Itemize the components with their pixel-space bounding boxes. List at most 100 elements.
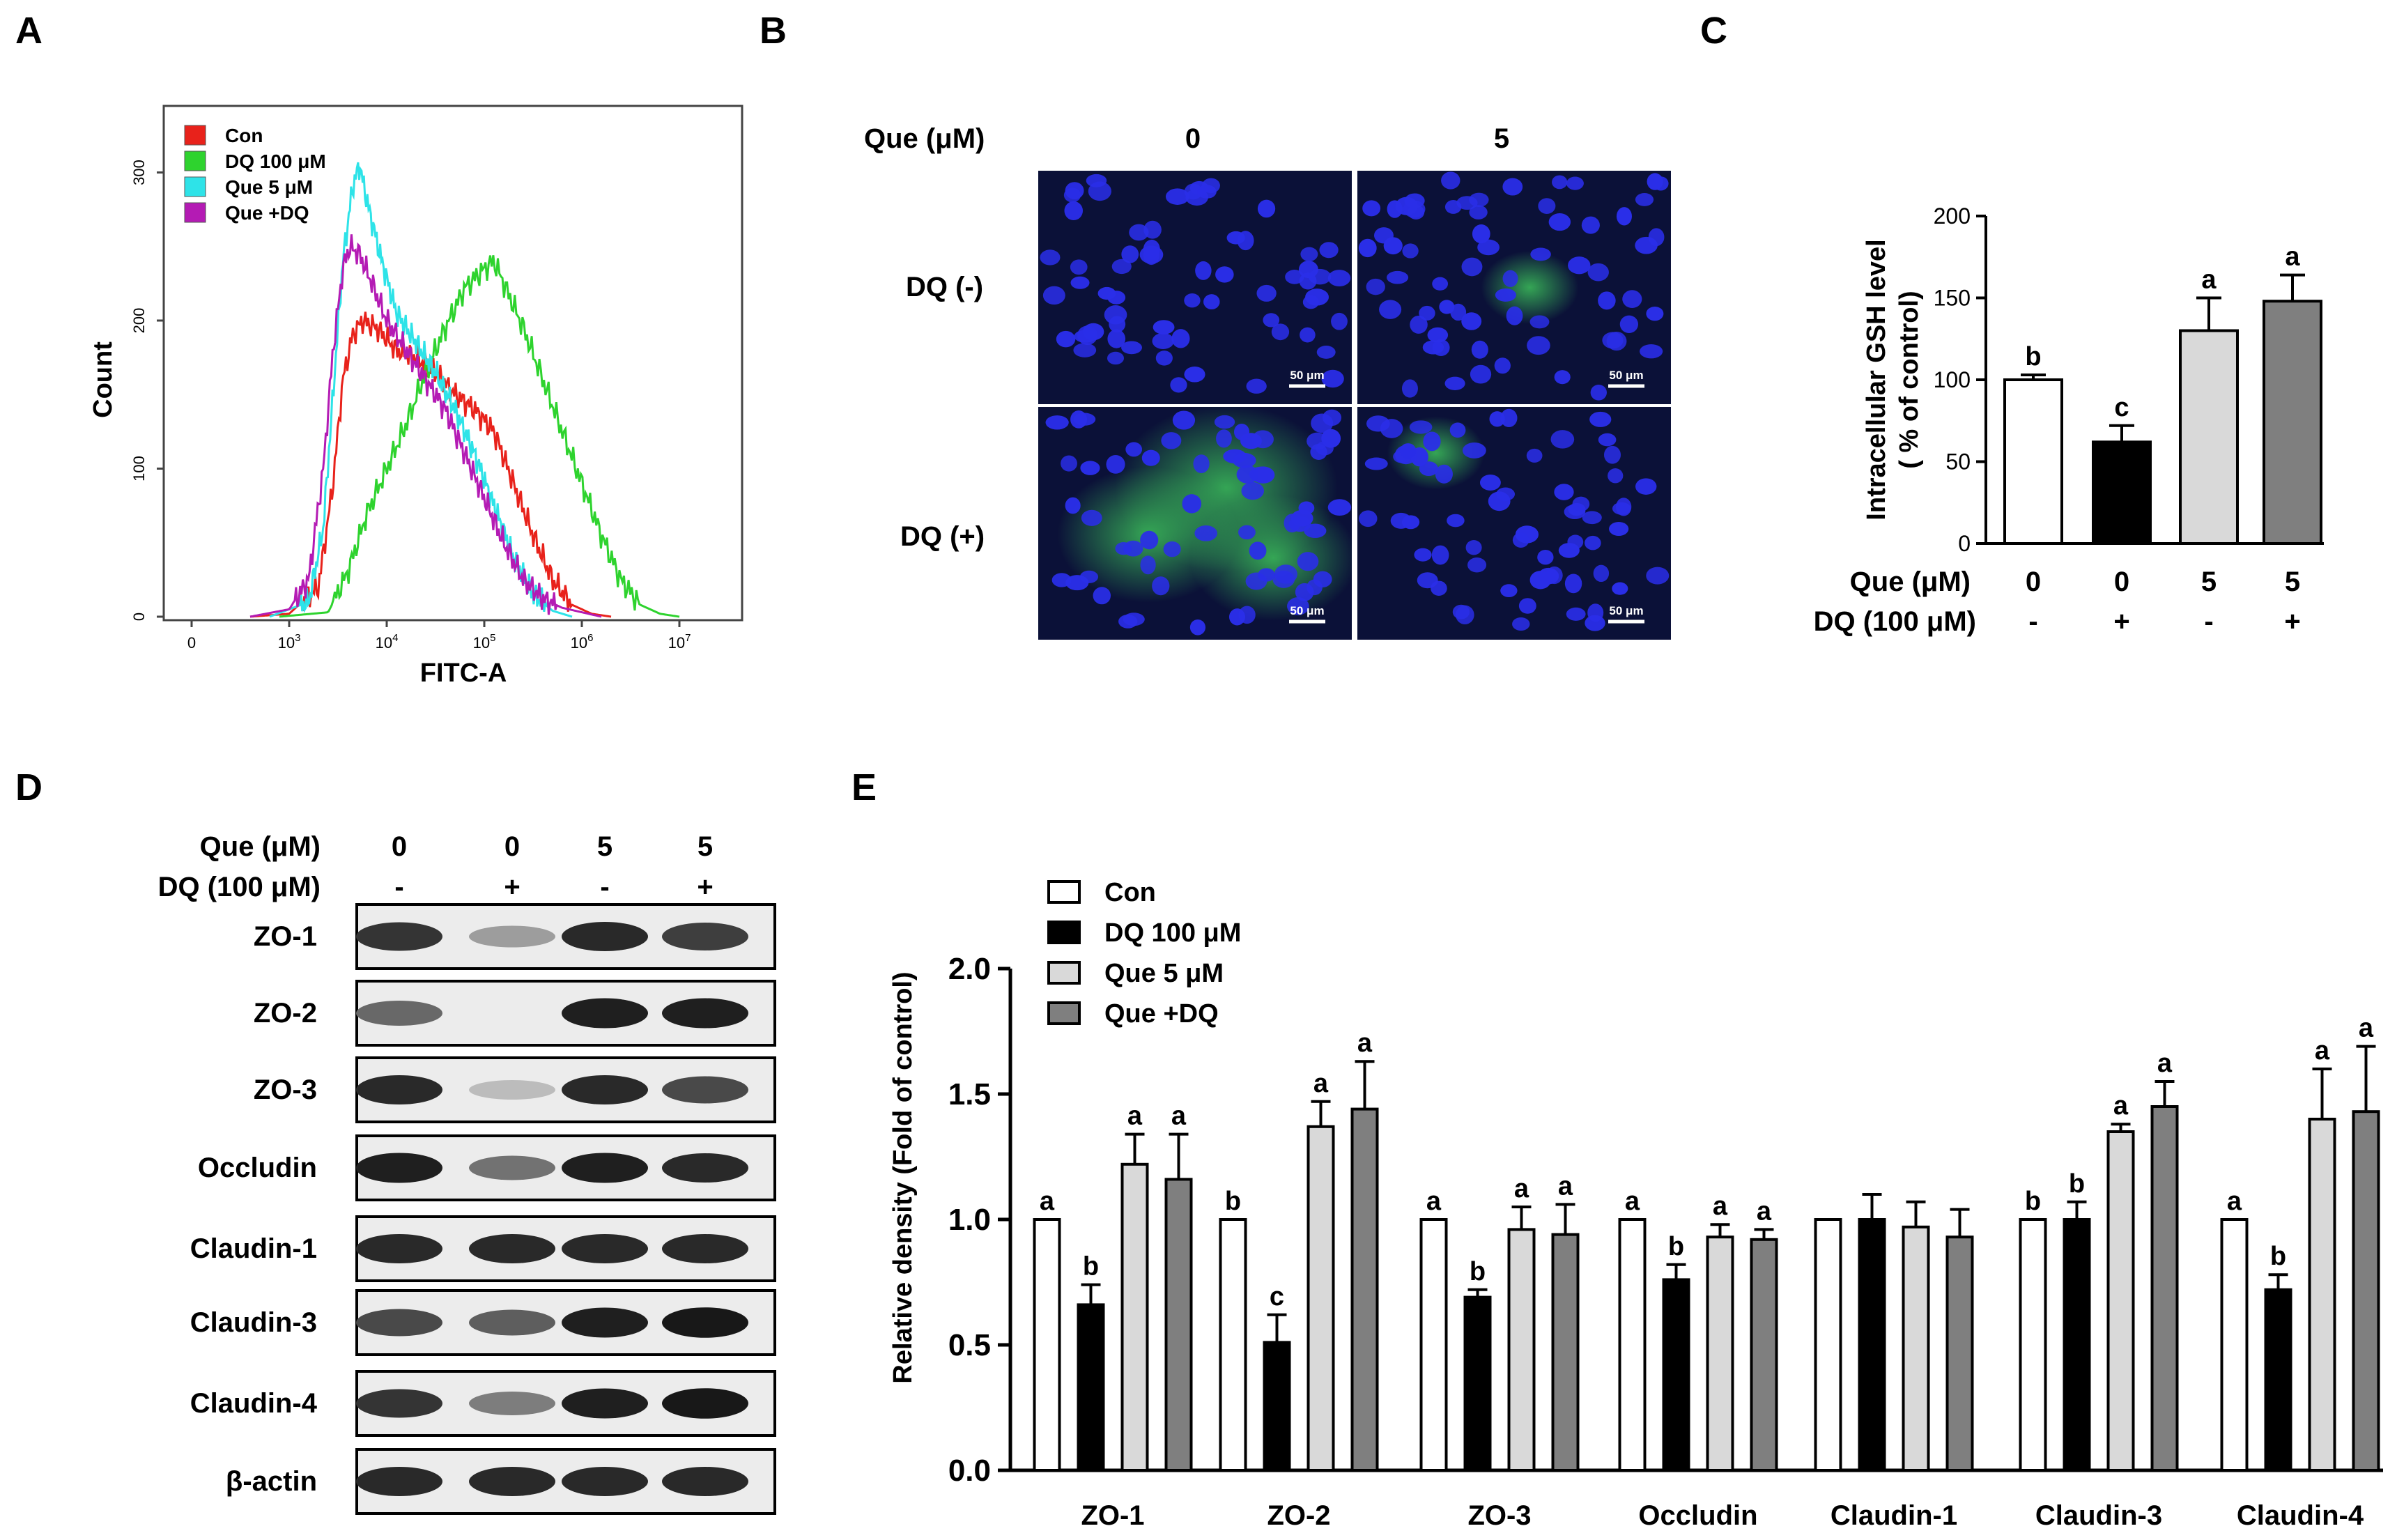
histogram-y-tick-label: 100 bbox=[130, 456, 148, 482]
gsh-dq-row-label: DQ (100 μM) bbox=[1814, 606, 1976, 637]
density-significance-letter: a bbox=[1127, 1102, 1143, 1131]
density-legend-swatch bbox=[1047, 921, 1081, 944]
cell-nucleus bbox=[1106, 454, 1125, 474]
cell-nucleus bbox=[1316, 345, 1336, 359]
gsh-que-value: 5 bbox=[2201, 567, 2217, 597]
histogram-legend-label: DQ 100 μM bbox=[225, 151, 326, 172]
blot-band bbox=[562, 1075, 648, 1104]
blot-band bbox=[469, 1467, 555, 1496]
cell-nucleus bbox=[1603, 445, 1621, 464]
panel-label-c: C bbox=[1700, 10, 1727, 52]
blot-band bbox=[356, 1075, 442, 1104]
gsh-y-label-line2: ( % of control) bbox=[1895, 291, 1924, 468]
cell-nucleus bbox=[1170, 377, 1187, 393]
histogram-legend-label: Que 5 μM bbox=[225, 176, 313, 198]
cell-nucleus bbox=[1362, 200, 1381, 217]
gfp-signal bbox=[1189, 495, 1357, 621]
histogram-x-tick-label: 0 bbox=[187, 634, 196, 652]
cell-nucleus bbox=[1431, 580, 1447, 596]
histogram-legend-label: Que +DQ bbox=[225, 202, 309, 224]
blot-band bbox=[662, 1234, 748, 1263]
cell-nucleus bbox=[1080, 461, 1100, 475]
cell-nucleus bbox=[1228, 608, 1246, 626]
cell-nucleus bbox=[1182, 494, 1202, 514]
cell-nucleus bbox=[1472, 224, 1490, 244]
cell-nucleus bbox=[1402, 243, 1419, 259]
cell-nucleus bbox=[1152, 332, 1174, 349]
gsh-y-label-line1: Intracellular GSH level bbox=[1862, 239, 1891, 520]
histogram-x-tick-exp: 7 bbox=[685, 632, 691, 644]
cell-nucleus bbox=[1526, 448, 1543, 463]
density-significance-letter: b bbox=[1668, 1232, 1684, 1261]
cell-nucleus bbox=[1414, 548, 1432, 562]
density-significance-letter: a bbox=[2227, 1187, 2242, 1216]
cell-nucleus bbox=[1153, 320, 1175, 334]
density-significance-letter: b bbox=[1225, 1187, 1241, 1216]
density-bar bbox=[1507, 1228, 1536, 1472]
gsh-significance-letter: c bbox=[2114, 393, 2129, 422]
cell-nucleus bbox=[1512, 532, 1529, 548]
cell-nucleus bbox=[1165, 188, 1189, 205]
cell-nucleus bbox=[1121, 245, 1139, 263]
cell-nucleus bbox=[1441, 171, 1460, 190]
cell-nucleus bbox=[1081, 509, 1102, 526]
cell-nucleus bbox=[1284, 514, 1301, 533]
cell-nucleus bbox=[1548, 213, 1571, 231]
cell-nucleus bbox=[1390, 512, 1412, 529]
panel-label-a: A bbox=[15, 10, 43, 52]
scale-bar-label: 50 μm bbox=[1609, 604, 1643, 617]
cell-nucleus bbox=[1241, 482, 1265, 500]
gsh-bar bbox=[2263, 300, 2322, 545]
cell-nucleus bbox=[1321, 369, 1344, 388]
blot-band bbox=[356, 922, 442, 951]
gsh-dq-value: + bbox=[2113, 606, 2129, 637]
blot-row-label: ZO-3 bbox=[254, 1075, 317, 1105]
cell-nucleus bbox=[1467, 557, 1487, 573]
density-y-tick-label: 0.5 bbox=[948, 1328, 991, 1362]
gsh-que-row-label: Que (μM) bbox=[1850, 567, 1971, 597]
cell-nucleus bbox=[1300, 247, 1318, 261]
gsh-y-tick-label: 150 bbox=[1934, 286, 1971, 311]
gsh-bar bbox=[2092, 440, 2152, 545]
density-bar bbox=[1120, 1162, 1149, 1472]
cell-nucleus bbox=[1070, 410, 1088, 429]
density-bar bbox=[1750, 1238, 1778, 1472]
histogram-x-tick-base: 10 bbox=[571, 634, 587, 652]
blot-dq-value: + bbox=[697, 872, 713, 902]
cell-nucleus bbox=[1056, 330, 1076, 348]
histogram-x-tick-exp: 5 bbox=[490, 632, 495, 644]
histogram-series-line bbox=[279, 255, 680, 618]
density-legend-label: DQ 100 μM bbox=[1104, 918, 1241, 948]
histogram-x-tick-label: 103 bbox=[278, 632, 301, 652]
blot-band bbox=[562, 1388, 648, 1419]
microscopy-row-label-1: DQ (+) bbox=[900, 521, 985, 552]
cell-nucleus bbox=[1226, 231, 1245, 245]
density-category-label: ZO-3 bbox=[1467, 1500, 1531, 1531]
blot-band bbox=[562, 1234, 648, 1263]
cell-nucleus bbox=[1104, 305, 1127, 325]
cell-nucleus bbox=[1297, 552, 1319, 571]
density-y-label: Relative density (Fold of control) bbox=[888, 971, 918, 1383]
blot-dq-value: + bbox=[504, 872, 520, 902]
histogram-y-tick-label: 300 bbox=[130, 160, 148, 185]
histogram-x-label: FITC-A bbox=[420, 659, 507, 688]
cell-nucleus bbox=[1308, 268, 1332, 285]
density-bar bbox=[2063, 1218, 2091, 1472]
microscopy-que-header: Que (μM) bbox=[864, 123, 985, 154]
density-significance-letter: a bbox=[1757, 1196, 1772, 1226]
panel-label-d: D bbox=[15, 767, 43, 808]
cell-nucleus bbox=[1518, 598, 1536, 614]
gsh-bar bbox=[2003, 378, 2063, 545]
cell-nucleus bbox=[1529, 315, 1550, 329]
microscopy-col-label-0: 0 bbox=[1185, 123, 1201, 154]
cell-nucleus bbox=[1538, 567, 1559, 585]
cell-nucleus bbox=[1648, 228, 1665, 247]
cell-nucleus bbox=[1512, 617, 1530, 631]
density-bar bbox=[1463, 1295, 1492, 1472]
histogram-x-tick-exp: 3 bbox=[295, 632, 300, 644]
histogram-x-tick-exp: 4 bbox=[392, 632, 398, 644]
cell-nucleus bbox=[1073, 343, 1097, 357]
histogram-y-label: Count bbox=[88, 341, 118, 418]
histogram-x-tick-label: 106 bbox=[571, 632, 594, 652]
